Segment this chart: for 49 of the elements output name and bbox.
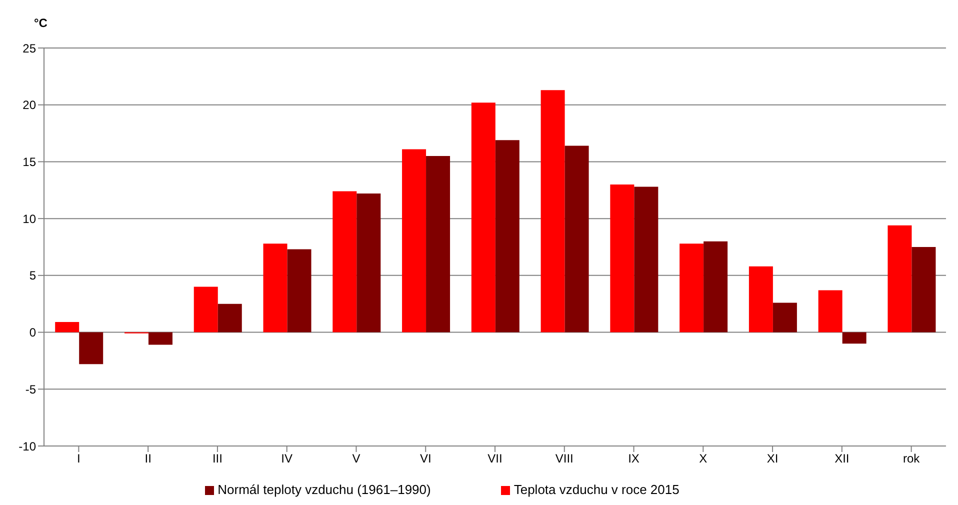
y-axis-title: °C bbox=[34, 16, 48, 30]
bar bbox=[471, 102, 496, 332]
y-tick-label: 0 bbox=[29, 326, 36, 340]
x-tick-label: rok bbox=[902, 452, 921, 466]
y-tick-label: -10 bbox=[18, 439, 36, 454]
y-tick-label: 15 bbox=[22, 154, 36, 169]
x-tick-label: XI bbox=[766, 452, 778, 466]
bar bbox=[748, 266, 773, 332]
bar bbox=[356, 194, 381, 332]
bar bbox=[818, 290, 842, 332]
x-tick-label: VI bbox=[420, 452, 432, 466]
bar bbox=[912, 247, 936, 332]
bar bbox=[888, 225, 912, 332]
bar bbox=[540, 90, 565, 332]
y-tick-label: -5 bbox=[25, 382, 36, 396]
x-tick-label: I bbox=[77, 452, 80, 466]
y-tick-label: 10 bbox=[22, 212, 36, 226]
bar bbox=[263, 244, 288, 332]
bar bbox=[704, 241, 728, 332]
bar bbox=[426, 156, 450, 332]
bar bbox=[55, 322, 80, 332]
x-tick-label: IV bbox=[281, 452, 293, 466]
bar bbox=[218, 304, 242, 332]
x-tick-label: IX bbox=[628, 452, 640, 466]
bar bbox=[148, 332, 172, 345]
bar bbox=[194, 286, 218, 332]
bar bbox=[287, 249, 312, 332]
y-tick-label: 25 bbox=[22, 41, 36, 56]
y-tick-label: 5 bbox=[29, 268, 36, 283]
x-tick-label: VIII bbox=[555, 452, 574, 466]
x-tick-label: V bbox=[352, 452, 360, 466]
bar bbox=[564, 146, 589, 332]
bar bbox=[402, 149, 426, 332]
bar bbox=[772, 302, 797, 332]
bar bbox=[842, 332, 866, 344]
legend-label: Teplota vzduchu v roce 2015 bbox=[514, 482, 680, 497]
x-tick-label: III bbox=[212, 452, 222, 466]
x-tick-label: II bbox=[144, 452, 152, 466]
y-tick-label: 20 bbox=[22, 98, 36, 112]
bar bbox=[495, 140, 520, 332]
x-tick-label: XII bbox=[834, 452, 850, 466]
x-tick-label: VII bbox=[488, 452, 502, 466]
bar bbox=[680, 244, 704, 332]
bar bbox=[610, 184, 634, 332]
x-tick-label: X bbox=[699, 452, 708, 466]
bar bbox=[634, 186, 658, 332]
legend-label: Normál teploty vzduchu (1961–1990) bbox=[218, 482, 431, 497]
bar bbox=[79, 332, 104, 364]
bar bbox=[332, 191, 357, 332]
